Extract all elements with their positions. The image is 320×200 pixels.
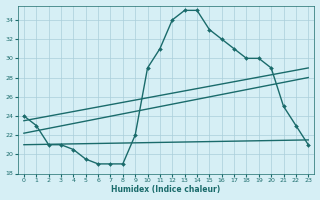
X-axis label: Humidex (Indice chaleur): Humidex (Indice chaleur) xyxy=(111,185,221,194)
